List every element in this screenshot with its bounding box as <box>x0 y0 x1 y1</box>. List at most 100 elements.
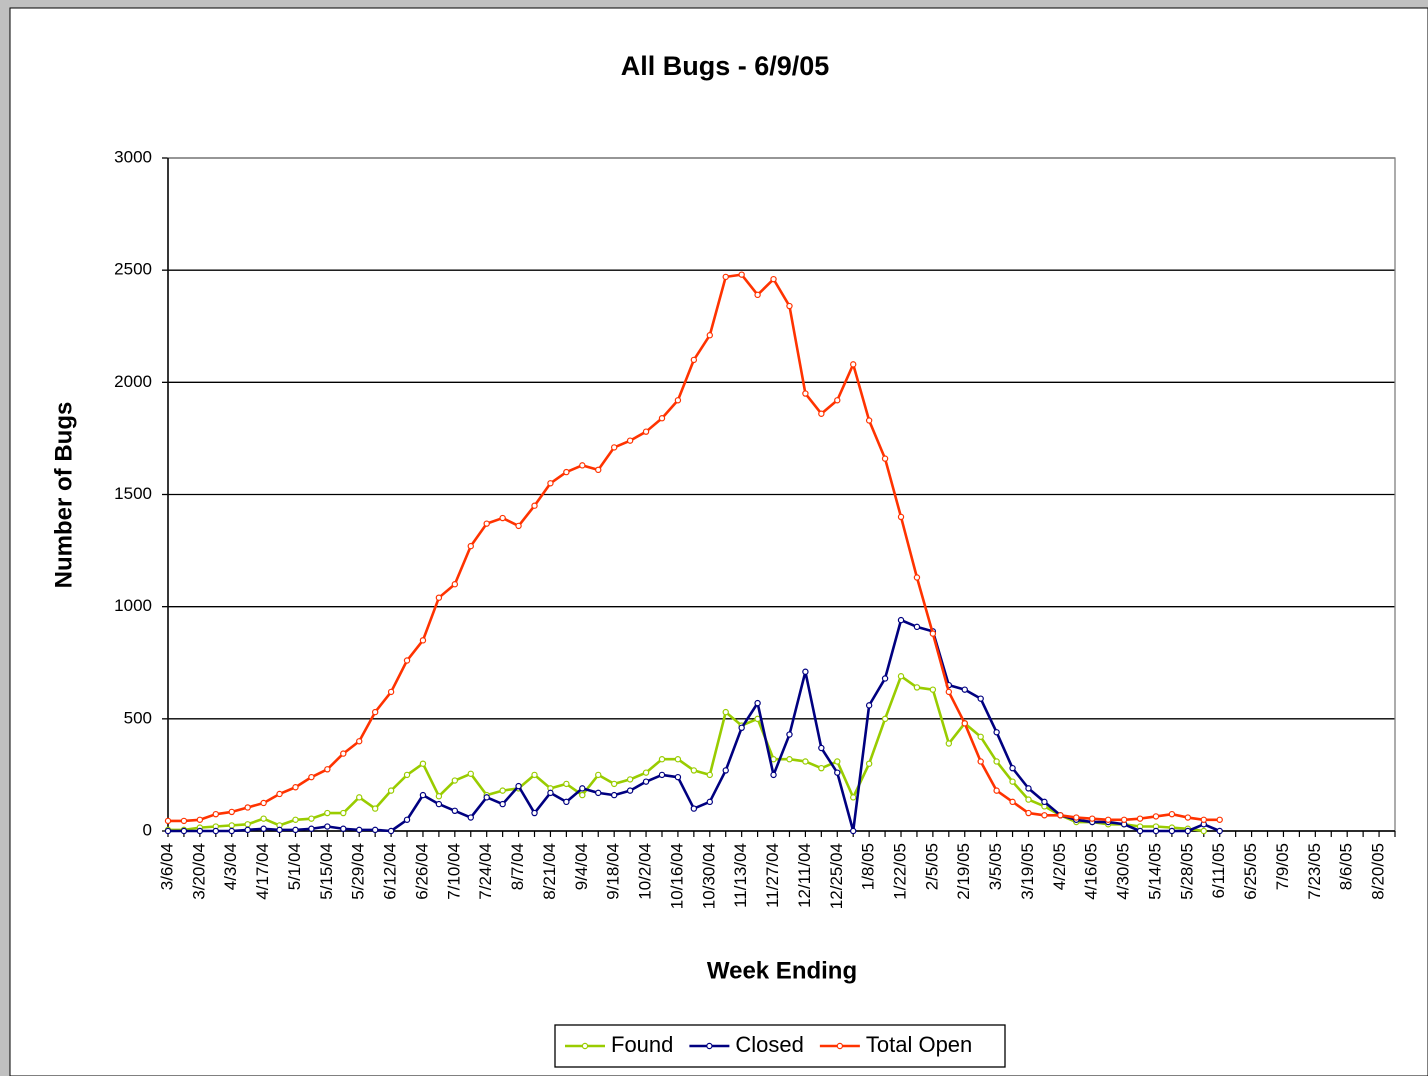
data-point <box>499 787 506 794</box>
data-point <box>371 826 379 834</box>
x-tick-label: 1/8/05 <box>859 843 878 890</box>
data-point <box>658 771 666 779</box>
x-tick-label: 11/27/04 <box>763 843 782 908</box>
data-point <box>610 444 618 451</box>
data-point <box>834 769 841 776</box>
data-point <box>387 827 395 835</box>
y-tick-label: 2500 <box>114 260 152 279</box>
x-tick-label: 8/7/04 <box>508 843 527 890</box>
x-tick-label: 5/1/04 <box>285 843 304 890</box>
data-point <box>579 791 586 799</box>
data-point <box>451 581 459 588</box>
data-point <box>356 794 363 801</box>
data-point <box>818 764 825 772</box>
data-point <box>802 758 809 765</box>
data-point <box>865 702 873 709</box>
data-point <box>865 760 873 767</box>
data-point <box>1184 827 1192 835</box>
data-point <box>387 787 395 794</box>
data-point <box>435 793 443 800</box>
x-tick-label: 5/14/05 <box>1145 843 1164 900</box>
data-point <box>1216 816 1223 823</box>
data-point <box>929 686 937 693</box>
data-point <box>435 594 443 601</box>
data-point <box>196 827 204 835</box>
legend-label: Total Open <box>866 1032 972 1057</box>
data-point <box>610 780 618 788</box>
data-point <box>340 750 347 757</box>
x-tick-label: 6/12/04 <box>381 843 400 900</box>
data-point <box>850 827 857 835</box>
x-tick-label: 7/23/05 <box>1305 843 1324 900</box>
x-tick-label: 8/21/04 <box>540 843 559 900</box>
y-tick-label: 2000 <box>114 372 152 391</box>
legend-marker <box>581 1042 589 1050</box>
data-point <box>515 522 522 530</box>
data-point <box>786 302 793 310</box>
data-point <box>467 770 474 777</box>
data-point <box>1136 827 1144 835</box>
data-point <box>1009 764 1016 772</box>
data-point <box>499 514 506 522</box>
data-point <box>786 731 793 738</box>
data-point <box>563 780 570 788</box>
x-tick-label: 3/6/04 <box>157 843 176 890</box>
data-point <box>308 825 315 832</box>
y-tick-label: 1000 <box>114 596 152 615</box>
data-point <box>244 804 251 811</box>
data-point <box>706 798 713 806</box>
data-point <box>451 777 459 784</box>
data-point <box>722 273 729 281</box>
data-point <box>770 275 777 283</box>
data-point <box>1136 815 1144 822</box>
y-axis-title: Number of Bugs <box>50 402 77 589</box>
x-tick-label: 2/5/05 <box>922 843 941 890</box>
data-point <box>228 827 235 835</box>
legend-box <box>554 1024 1006 1068</box>
data-point <box>913 623 921 631</box>
data-point <box>626 437 634 444</box>
data-point <box>945 688 953 696</box>
data-point <box>579 785 586 792</box>
data-point <box>308 815 315 822</box>
data-point <box>786 756 793 763</box>
data-point <box>945 740 953 747</box>
data-point <box>244 826 251 834</box>
data-point <box>1041 812 1048 819</box>
data-point <box>356 826 363 834</box>
data-point <box>531 809 538 817</box>
data-point <box>897 513 905 521</box>
data-point <box>834 397 841 404</box>
data-point <box>977 733 984 740</box>
data-point <box>324 766 331 773</box>
data-point <box>690 356 698 364</box>
data-point <box>913 684 921 691</box>
data-point <box>929 630 937 637</box>
data-point <box>642 778 650 785</box>
data-point <box>690 805 698 812</box>
legend-marker <box>706 1042 713 1050</box>
data-point <box>674 756 682 763</box>
data-point <box>435 800 443 808</box>
y-tick-label: 1500 <box>114 484 152 503</box>
x-tick-label: 4/17/04 <box>253 843 272 900</box>
data-point <box>881 715 889 723</box>
data-point <box>292 826 299 834</box>
x-axis-title: Week Ending <box>707 957 857 984</box>
data-point <box>483 520 490 527</box>
x-tick-label: 3/19/05 <box>1018 843 1037 900</box>
data-point <box>403 771 411 779</box>
legend: Found Closed Total Open <box>565 1032 972 1057</box>
y-tick-label: 500 <box>124 708 152 727</box>
data-point <box>531 502 538 509</box>
data-point <box>1152 827 1160 835</box>
data-point <box>419 760 427 767</box>
data-point <box>834 758 841 765</box>
data-point <box>674 397 682 404</box>
data-point <box>770 771 777 779</box>
data-point <box>1216 827 1223 835</box>
data-point <box>244 821 251 828</box>
data-point <box>180 827 188 835</box>
x-tick-label: 2/19/05 <box>954 843 973 900</box>
